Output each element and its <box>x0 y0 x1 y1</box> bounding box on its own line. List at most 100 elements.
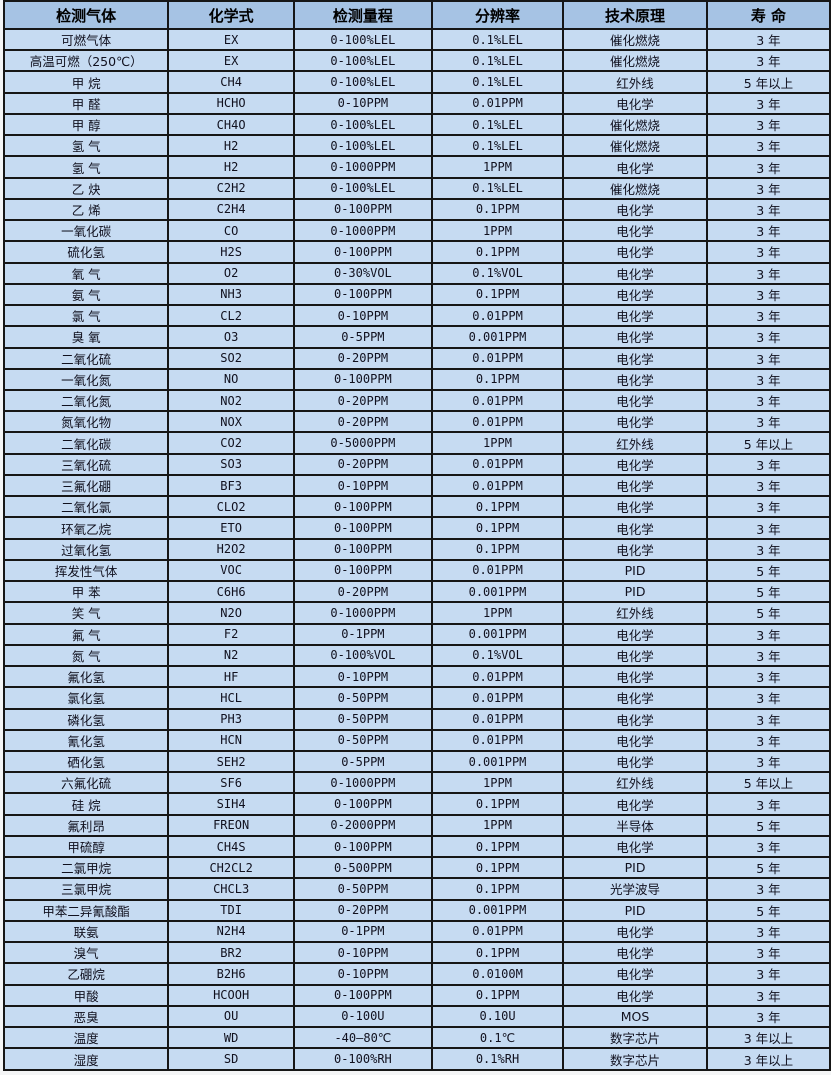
cell-range: 0-1000PPM <box>292 771 433 795</box>
cell-formula: HF <box>167 665 295 689</box>
cell-principle: 电化学 <box>562 495 708 519</box>
cell-formula: CH4S <box>167 834 295 859</box>
cell-range: 0-100PPM <box>292 197 433 222</box>
cell-life: 3 年 <box>705 452 831 476</box>
table-row: 氨 气 NH3 0-100PPM 0.1PPM 电化学 3 年 <box>2 282 831 307</box>
cell-life: 5 年以上 <box>705 70 831 94</box>
cell-range: 0-100PPM <box>292 516 433 540</box>
cell-range: 0-100PPM <box>292 558 433 583</box>
cell-gas: 氮 气 <box>2 643 170 668</box>
cell-life: 3 年 <box>705 643 831 668</box>
cell-life: 5 年以上 <box>705 771 831 795</box>
cell-resolution: 0.1%LEL <box>430 27 565 52</box>
cell-range: 0-100PPM <box>292 495 433 519</box>
cell-life: 5 年 <box>705 813 831 837</box>
cell-formula: SEH2 <box>167 749 295 774</box>
table-row: 氧 气 O2 0-30%VOL 0.1%VOL 电化学 3 年 <box>2 261 831 285</box>
cell-life: 3 年 <box>705 749 831 774</box>
cell-gas: 笑 气 <box>2 601 170 625</box>
cell-range: 0-50PPM <box>292 728 433 752</box>
cell-life: 3 年 <box>705 240 831 264</box>
cell-life: 3 年 <box>705 325 831 349</box>
cell-gas: 二氧化硫 <box>2 346 170 370</box>
cell-gas: 湿度 <box>2 1047 170 1071</box>
cell-principle: 电化学 <box>562 240 708 264</box>
cell-gas: 氯化氢 <box>2 686 170 710</box>
cell-life: 5 年 <box>705 580 831 604</box>
table-row: 氟化氢 HF 0-10PPM 0.01PPM 电化学 3 年 <box>2 665 831 689</box>
cell-formula: SO3 <box>167 452 295 476</box>
table-row: 氯化氢 HCL 0-50PPM 0.01PPM 电化学 3 年 <box>2 686 831 710</box>
cell-formula: SIH4 <box>167 792 295 816</box>
cell-life: 3 年 <box>705 410 831 434</box>
cell-resolution: 0.1PPM <box>430 240 565 264</box>
cell-range: 0-100PPM <box>292 983 433 1007</box>
cell-gas: 二氯甲烷 <box>2 856 170 880</box>
cell-resolution: 0.1PPM <box>430 792 565 816</box>
table-row: 氰化氢 HCN 0-50PPM 0.01PPM 电化学 3 年 <box>2 728 831 752</box>
table-row: 二氧化碳 CO2 0-5000PPM 1PPM 红外线 5 年以上 <box>2 431 831 455</box>
cell-principle: 催化燃烧 <box>562 112 708 137</box>
cell-life: 3 年 <box>705 197 831 222</box>
cell-gas: 硅 烷 <box>2 792 170 816</box>
cell-formula: SO2 <box>167 346 295 370</box>
cell-resolution: 0.01PPM <box>430 304 565 328</box>
cell-range: -40—80℃ <box>292 1026 433 1050</box>
table-row: 挥发性气体 VOC 0-100PPM 0.01PPM PID 5 年 <box>2 558 831 583</box>
cell-resolution: 1PPM <box>430 601 565 625</box>
cell-life: 3 年 <box>705 155 831 179</box>
gas-table-body: 可燃气体 EX 0-100%LEL 0.1%LEL 催化燃烧 3 年高温可燃（250℃） E… <box>2 27 831 1071</box>
cell-gas: 氢 气 <box>2 134 170 158</box>
cell-formula: CH2CL2 <box>167 856 295 880</box>
cell-principle: 电化学 <box>562 473 708 498</box>
cell-range: 0-5000PPM <box>292 431 433 455</box>
table-row: 环氧乙烷 ETO 0-100PPM 0.1PPM 电化学 3 年 <box>2 516 831 540</box>
cell-gas: 臭 氧 <box>2 325 170 349</box>
table-row: 二氧化硫 SO2 0-20PPM 0.01PPM 电化学 3 年 <box>2 346 831 370</box>
table-row: 硅 烷 SIH4 0-100PPM 0.1PPM 电化学 3 年 <box>2 792 831 816</box>
cell-formula: FREON <box>167 813 295 837</box>
cell-range: 0-20PPM <box>292 452 433 476</box>
cell-range: 0-10PPM <box>292 304 433 328</box>
cell-resolution: 0.1PPM <box>430 856 565 880</box>
cell-life: 3 年 <box>705 919 831 944</box>
cell-gas: 环氧乙烷 <box>2 516 170 540</box>
cell-range: 0-1PPM <box>292 919 433 944</box>
cell-range: 0-100%RH <box>292 1047 433 1071</box>
cell-resolution: 0.01PPM <box>430 452 565 476</box>
cell-life: 3 年 <box>705 877 831 901</box>
cell-principle: 电化学 <box>562 983 708 1007</box>
cell-range: 0-100PPM <box>292 282 433 307</box>
table-row: 三氟化硼 BF3 0-10PPM 0.01PPM 电化学 3 年 <box>2 473 831 498</box>
cell-range: 0-5PPM <box>292 325 433 349</box>
cell-resolution: 0.001PPM <box>430 325 565 349</box>
cell-gas: 氢 气 <box>2 155 170 179</box>
cell-life: 3 年 <box>705 473 831 498</box>
cell-life: 3 年 <box>705 282 831 307</box>
cell-resolution: 0.001PPM <box>430 749 565 774</box>
table-row: 溴气 BR2 0-10PPM 0.1PPM 电化学 3 年 <box>2 941 831 965</box>
cell-principle: 催化燃烧 <box>562 176 708 200</box>
cell-gas: 氮氧化物 <box>2 410 170 434</box>
cell-resolution: 0.01PPM <box>430 686 565 710</box>
cell-resolution: 0.01PPM <box>430 728 565 752</box>
cell-range: 0-30%VOL <box>292 261 433 285</box>
cell-range: 0-20PPM <box>292 580 433 604</box>
cell-resolution: 1PPM <box>430 219 565 243</box>
cell-life: 3 年 <box>705 91 831 115</box>
column-header-formula: 化学式 <box>167 0 295 30</box>
cell-principle: 电化学 <box>562 792 708 816</box>
cell-life: 3 年 <box>705 495 831 519</box>
cell-resolution: 0.1%LEL <box>430 112 565 137</box>
cell-range: 0-1PPM <box>292 622 433 646</box>
table-row: 臭 氧 O3 0-5PPM 0.001PPM 电化学 3 年 <box>2 325 831 349</box>
cell-gas: 联氨 <box>2 919 170 944</box>
cell-range: 0-100PPM <box>292 792 433 816</box>
cell-gas: 甲 醛 <box>2 91 170 115</box>
cell-gas: 氧 气 <box>2 261 170 285</box>
cell-principle: 电化学 <box>562 304 708 328</box>
table-row: 氢 气 H2 0-1000PPM 1PPM 电化学 3 年 <box>2 155 831 179</box>
cell-range: 0-5PPM <box>292 749 433 774</box>
cell-life: 5 年 <box>705 558 831 583</box>
